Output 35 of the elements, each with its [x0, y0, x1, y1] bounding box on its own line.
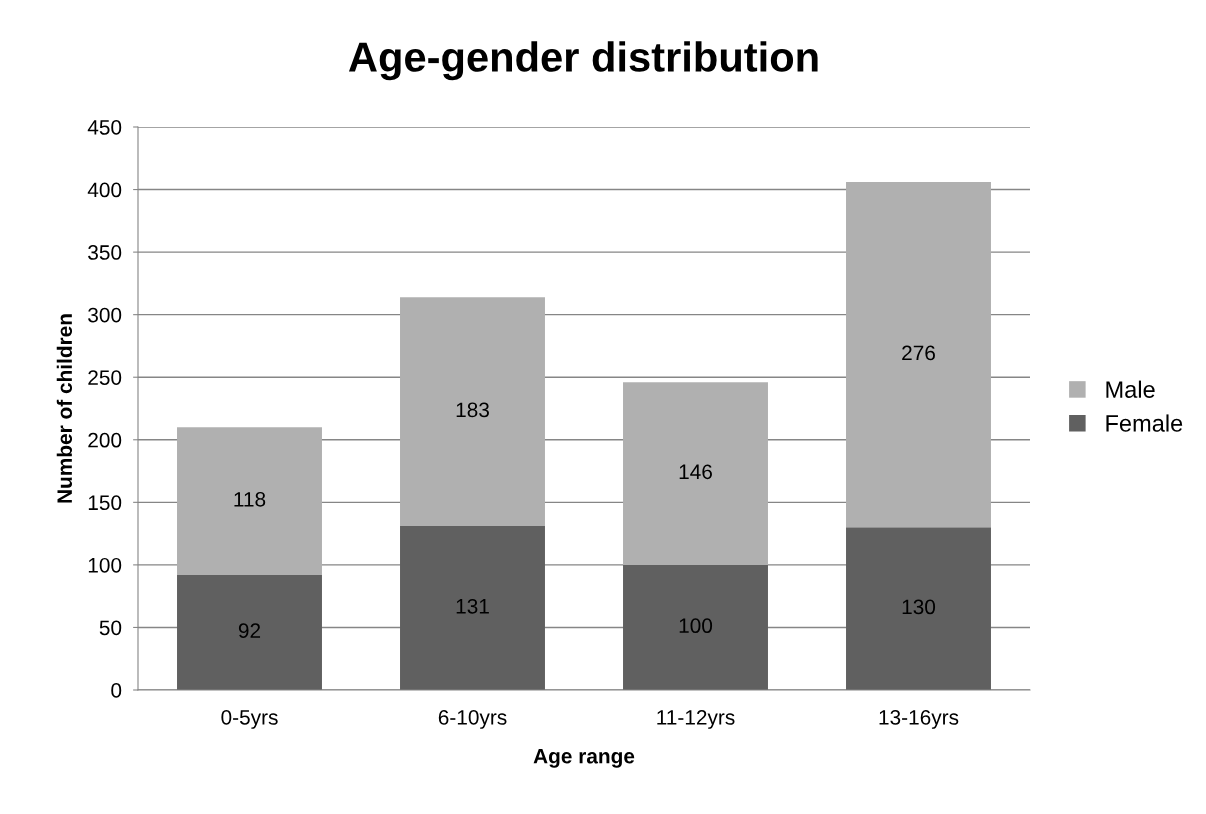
data-label: 130 — [902, 599, 936, 615]
bar — [846, 182, 991, 528]
data-label: 131 — [456, 598, 489, 614]
legend-label: Male — [1106, 380, 1155, 398]
data-label: 118 — [234, 491, 266, 507]
data-label: 183 — [456, 402, 489, 418]
data-label: 100 — [679, 618, 713, 634]
x-tick-label: 0-5yrs — [221, 709, 278, 729]
y-tick-label: 350 — [88, 245, 122, 260]
y-axis-title: Number of children — [56, 314, 73, 503]
legend-label: Female — [1106, 414, 1183, 432]
y-tick-label: 400 — [87, 182, 122, 198]
y-tick-label: 50 — [99, 620, 122, 636]
bar — [400, 526, 545, 690]
bar — [177, 427, 322, 575]
data-label: 146 — [679, 464, 712, 480]
x-tick-label: 11-12yrs — [657, 709, 735, 729]
y-tick-label: 450 — [87, 120, 122, 135]
y-tick-label: 250 — [88, 370, 122, 385]
y-tick-label: 0 — [111, 683, 122, 698]
data-label: 92 — [238, 623, 261, 639]
x-tick-label: 13-16yrs — [879, 709, 959, 729]
data-label: 276 — [902, 345, 935, 361]
x-axis-title: Age range — [533, 748, 635, 768]
chart-title: Age-gender distribution — [348, 41, 818, 81]
bar — [400, 297, 545, 527]
y-tick-label: 100 — [88, 557, 122, 573]
bar — [846, 527, 991, 690]
y-tick-label: 200 — [88, 432, 122, 448]
bar — [623, 382, 768, 565]
bar — [177, 574, 322, 690]
x-tick-label: 6-10yrs — [438, 709, 507, 729]
bar — [623, 564, 768, 690]
y-tick-label: 300 — [88, 307, 122, 323]
y-tick-label: 150 — [88, 495, 122, 511]
